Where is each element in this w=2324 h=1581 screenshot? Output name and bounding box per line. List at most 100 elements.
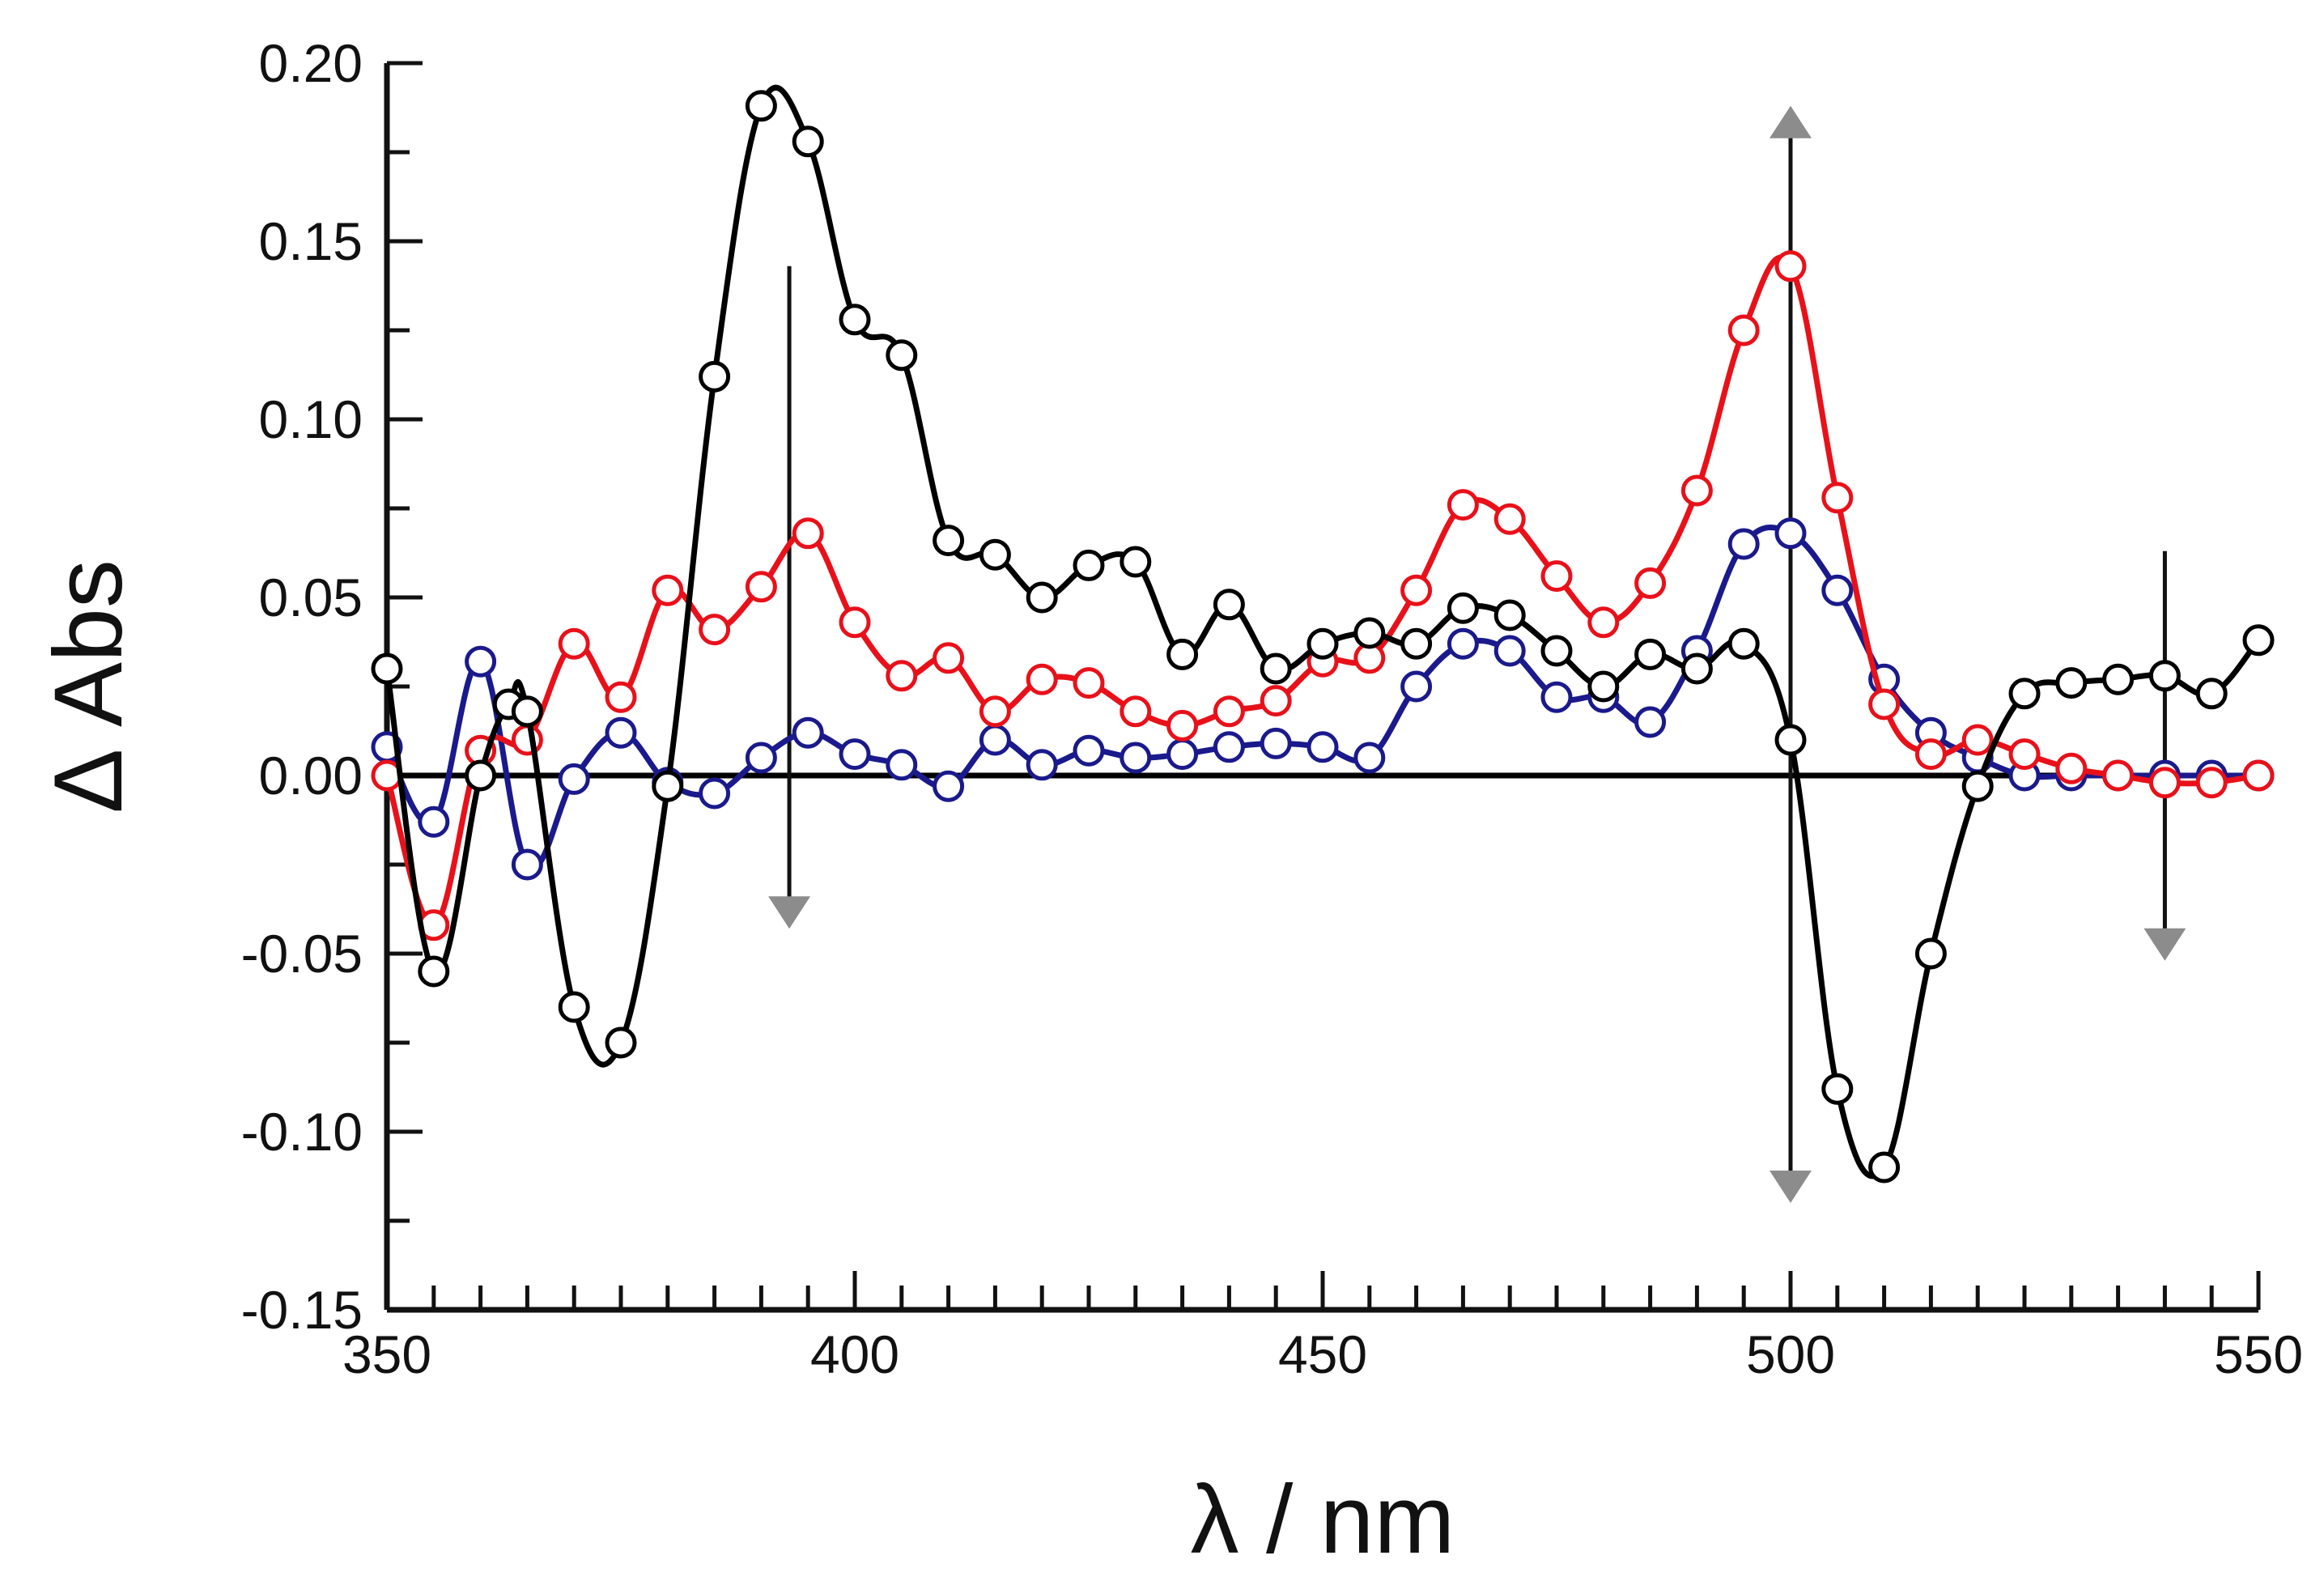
series-blue-point <box>1400 670 1433 703</box>
series-red-point <box>1821 482 1854 514</box>
series-red-point <box>1680 474 1713 507</box>
series-red-point <box>1540 560 1573 593</box>
series-black-point <box>699 360 731 393</box>
series-black-point <box>1213 589 1245 621</box>
series-red-point <box>1260 685 1292 717</box>
series-black-point <box>371 652 403 685</box>
series-blue-point <box>558 763 590 795</box>
x-tick-label: 450 <box>1278 1324 1367 1384</box>
series-red-point <box>1213 695 1245 728</box>
series-black-point <box>2008 678 2041 710</box>
series-red-point <box>745 571 777 603</box>
series-blue-point <box>1026 749 1058 781</box>
series-black-point <box>745 90 777 122</box>
series-black-point <box>1680 652 1713 685</box>
annotations <box>768 105 2186 1203</box>
series-red-point <box>1774 250 1807 283</box>
series-red-point <box>2148 767 2181 799</box>
series-black-point <box>1540 635 1573 667</box>
x-tick-label: 500 <box>1746 1324 1835 1384</box>
series-blue-point <box>465 645 497 678</box>
series-red-point <box>1400 574 1433 606</box>
series-red-point <box>699 614 731 646</box>
series-blue-point <box>605 716 637 749</box>
series-red-point <box>1914 738 1947 771</box>
y-axis-title: Δ Abs <box>34 559 142 814</box>
series-blue-point <box>699 777 731 810</box>
series-black-point <box>652 770 684 802</box>
series-black-point <box>1260 652 1292 685</box>
series-red-point <box>792 517 824 550</box>
series-red-point <box>1493 503 1526 535</box>
series-red-point <box>1961 724 1994 756</box>
series-red-point <box>558 627 590 660</box>
series-black-point <box>933 525 965 557</box>
series-black <box>371 84 2275 1184</box>
series-blue-point <box>979 724 1011 756</box>
series-blue-point <box>1821 574 1854 606</box>
series-black-point <box>558 991 590 1023</box>
series-black-point <box>1774 724 1807 756</box>
series-black-point <box>1868 1151 1901 1184</box>
series-red-point <box>1868 688 1901 720</box>
series-black-point <box>1727 627 1760 660</box>
series-black-point <box>511 695 543 728</box>
series-red-point <box>2102 759 2135 792</box>
series-blue-point <box>933 770 965 802</box>
series-blue-point <box>839 738 871 771</box>
arrow-head-down <box>2143 928 2186 961</box>
x-axis-title: λ / nm <box>1191 1465 1455 1574</box>
series-black-point <box>2148 660 2181 692</box>
y-tick-label: 0.00 <box>259 746 363 805</box>
series-black-point <box>979 538 1011 571</box>
series-black-point <box>886 339 918 372</box>
series-blue-point <box>792 716 824 749</box>
series-blue-point <box>1540 681 1573 713</box>
y-tick-label: 0.20 <box>259 33 363 93</box>
series-black-point <box>1073 549 1105 581</box>
down-arrow <box>768 266 811 929</box>
series-blue-point <box>511 848 543 881</box>
series-red-point <box>1073 667 1105 699</box>
series-blue-point <box>1260 727 1292 759</box>
series-blue <box>371 517 2275 881</box>
y-tick-label: 0.15 <box>259 211 363 271</box>
series-red-point <box>1166 709 1199 742</box>
y-tick-label: 0.10 <box>259 389 363 449</box>
series-red-point <box>2242 759 2275 792</box>
y-tick-label: -0.15 <box>241 1280 363 1340</box>
series-black-point <box>1026 581 1058 614</box>
series-blue-point <box>1166 738 1199 771</box>
series-red-point <box>1634 567 1667 599</box>
series-red-point <box>1447 489 1479 521</box>
series-red-point <box>652 574 684 606</box>
series-red-point <box>839 606 871 639</box>
series-red-point <box>933 642 965 674</box>
series-black-point <box>839 304 871 336</box>
series-black-point <box>1821 1073 1854 1105</box>
series-red-point <box>886 660 918 692</box>
series-red-point <box>1587 606 1620 639</box>
series-black-point <box>465 759 497 792</box>
series-blue-point <box>1634 706 1667 738</box>
series-red-point <box>605 681 637 713</box>
series-blue-point <box>1353 742 1386 774</box>
series-black-point <box>418 955 450 988</box>
y-tick-label: -0.05 <box>241 924 363 984</box>
series-blue-point <box>1073 734 1105 767</box>
series-black-point <box>792 125 824 158</box>
series-black-point <box>1587 670 1620 703</box>
series-black-point <box>1306 627 1339 660</box>
series-blue-point <box>1727 528 1760 560</box>
series-black-point <box>1493 599 1526 631</box>
series-layer <box>371 84 2275 1184</box>
series-red-point <box>1026 663 1058 695</box>
series-blue-point <box>886 749 918 781</box>
y-tick-label: 0.05 <box>259 567 363 627</box>
series-red <box>371 250 2275 941</box>
series-black-point <box>1961 770 1994 802</box>
series-black-point <box>2102 663 2135 695</box>
series-red-point <box>979 695 1011 728</box>
arrow-head-down <box>1770 1171 1812 1203</box>
